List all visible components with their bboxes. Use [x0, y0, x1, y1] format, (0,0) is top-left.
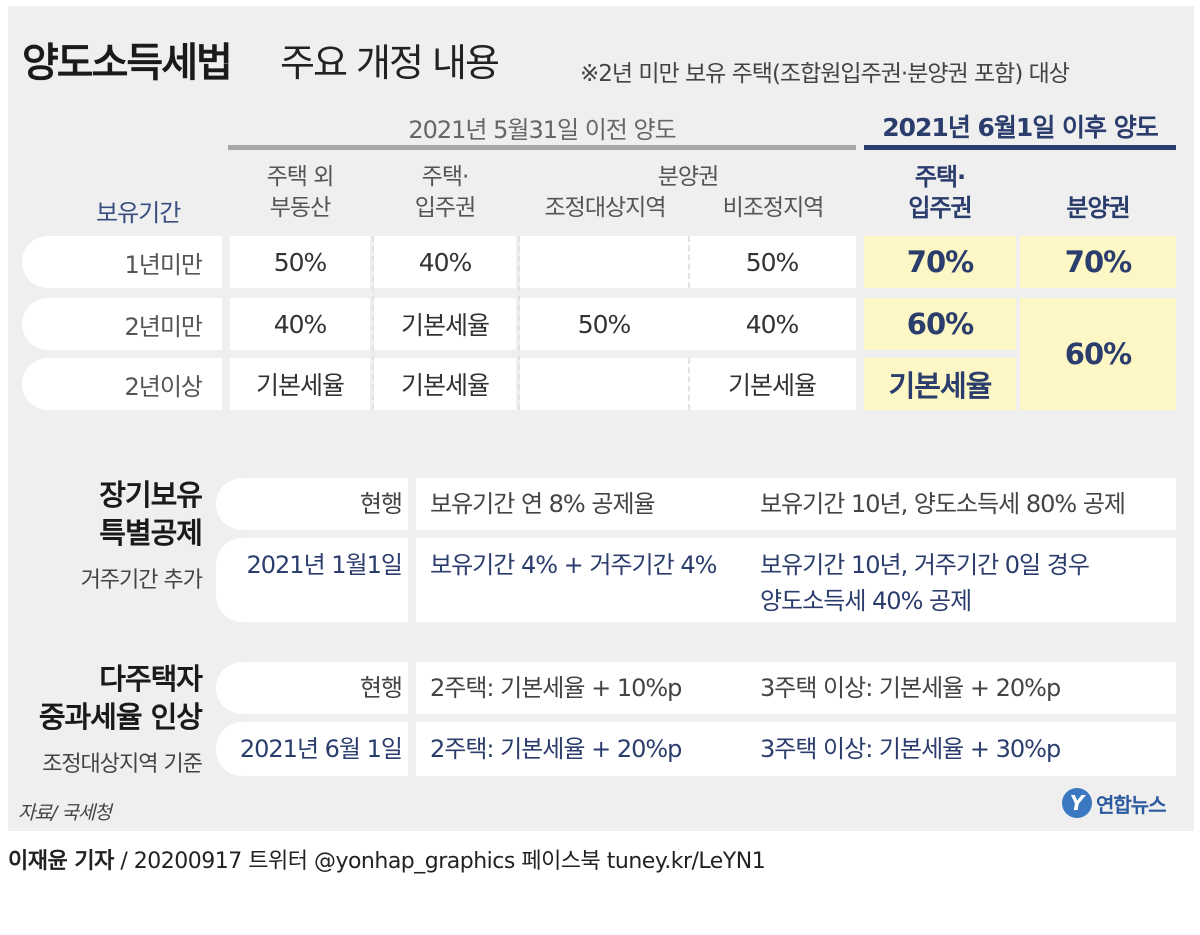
non-housing-header-line1: 주택 외: [266, 164, 335, 190]
table-cell: 기본세율: [374, 298, 516, 350]
column-divider: [688, 236, 690, 288]
table-cell: 50%: [230, 236, 370, 288]
multi-home-new-row: [216, 722, 1176, 776]
long-term-new-label: 2021년 1월1일: [246, 551, 404, 579]
long-term-new-row: [216, 538, 1176, 622]
long-term-new-example-line2: 양도소득세 40% 공제: [760, 587, 972, 615]
column-divider: [688, 358, 690, 410]
multi-home-subtitle: 조정대상지역 기준: [42, 752, 203, 777]
row-divider: [408, 478, 416, 530]
multi-home-new-three: 3주택 이상: 기본세율 + 30%p: [760, 735, 1061, 763]
period-before-label: 2021년 5월31일 이전 양도: [408, 116, 676, 144]
yonhap-logo-icon: Y: [1062, 788, 1092, 818]
row-label: 2년이상: [124, 372, 203, 401]
long-term-title-line2: 특별공제: [99, 516, 203, 550]
source-note: 자료/ 국세청: [18, 802, 112, 824]
table-row-bg: [22, 236, 222, 288]
table-cell-new-rate: 70%: [864, 236, 1016, 288]
long-term-current-row: [216, 478, 1176, 530]
table-cell: 기본세율: [374, 358, 516, 410]
adjusted-area-header: 조정대상지역: [544, 195, 667, 221]
non-housing-header: 주택 외 부동산: [230, 162, 370, 224]
table-cell-new-rate: 60%: [1020, 298, 1176, 410]
long-term-new-example-line1: 보유기간 10년, 거주기간 0일 경우: [760, 551, 1090, 579]
page-subtitle: 주요 개정 내용: [280, 41, 500, 85]
table-cell: 40%: [230, 298, 370, 350]
table-cell: 기본세율: [230, 358, 370, 410]
multi-home-new-label: 2021년 6월 1일: [239, 735, 403, 763]
housing-header-line2: 입주권: [414, 195, 476, 221]
long-term-subtitle: 거주기간 추가: [80, 568, 203, 593]
column-divider: [372, 236, 374, 410]
row-label: 1년미만: [124, 250, 203, 279]
row-divider: [408, 538, 416, 622]
table-cell: 기본세율: [688, 358, 856, 410]
table-cell: 40%: [688, 298, 856, 350]
row-divider: [408, 722, 416, 776]
long-term-new-rate: 보유기간 4% + 거주기간 4%: [430, 551, 717, 579]
after-presale-header: 분양권: [1066, 194, 1130, 222]
period-before-rule: [228, 145, 856, 150]
after-housing-header-line1: 주택·: [914, 163, 966, 191]
table-cell-new-rate: 기본세율: [864, 358, 1016, 410]
multi-home-new-two: 2주택: 기본세율 + 20%p: [430, 735, 682, 763]
housing-header: 주택· 입주권: [374, 162, 516, 224]
page-title: 양도소득세법: [22, 40, 233, 86]
after-housing-header-line2: 입주권: [908, 194, 972, 222]
multi-home-title-line1: 다주택자: [99, 662, 203, 696]
yonhap-logo: Y 연합뉴스: [1062, 788, 1167, 818]
long-term-current-label: 현행: [359, 490, 403, 518]
column-divider: [518, 236, 520, 410]
table-cell: [520, 236, 688, 288]
table-row-bg: [22, 358, 222, 410]
scope-note: ※2년 미만 보유 주택(조합원입주권·분양권 포함) 대상: [580, 61, 1070, 87]
reporter-name: 이재윤 기자: [8, 849, 114, 874]
period-after-label: 2021년 6월1일 이후 양도: [882, 113, 1158, 142]
row-divider: [408, 662, 416, 714]
multi-home-title-line2: 중과세율 인상: [38, 700, 203, 734]
long-term-current-rate: 보유기간 연 8% 공제율: [430, 490, 656, 518]
table-cell: 50%: [688, 236, 856, 288]
multi-home-current-three: 3주택 이상: 기본세율 + 20%p: [760, 674, 1061, 702]
multi-home-current-two: 2주택: 기본세율 + 10%p: [430, 674, 682, 702]
non-housing-header-line2: 부동산: [269, 195, 331, 221]
row-label: 2년미만: [124, 312, 203, 341]
table-cell: 40%: [374, 236, 516, 288]
long-term-current-example: 보유기간 10년, 양도소득세 80% 공제: [760, 490, 1126, 518]
table-row-bg: [22, 298, 222, 350]
non-adjusted-area-header: 비조정지역: [722, 195, 825, 221]
long-term-title: 장기보유 특별공제: [99, 476, 203, 552]
multi-home-title: 다주택자 중과세율 인상: [38, 660, 203, 736]
credit-details: / 20200917 트위터 @yonhap_graphics 페이스북 tun…: [113, 849, 766, 874]
table-cell: 50%: [520, 298, 688, 350]
period-after-rule: [864, 145, 1176, 150]
table-cell-new-rate: 70%: [1020, 236, 1176, 288]
multi-home-current-row: [216, 662, 1176, 714]
housing-header-line1: 주택·: [421, 164, 470, 190]
after-housing-header: 주택· 입주권: [864, 162, 1016, 224]
holding-period-header: 보유기간: [96, 199, 181, 227]
table-cell-new-rate: 60%: [864, 298, 1016, 350]
table-cell: [520, 358, 688, 410]
multi-home-current-label: 현행: [359, 674, 403, 702]
yonhap-logo-text: 연합뉴스: [1096, 792, 1167, 817]
credit-line: 이재윤 기자 / 20200917 트위터 @yonhap_graphics 페…: [8, 843, 766, 875]
presale-header: 분양권: [657, 164, 719, 190]
long-term-title-line1: 장기보유: [99, 478, 203, 512]
